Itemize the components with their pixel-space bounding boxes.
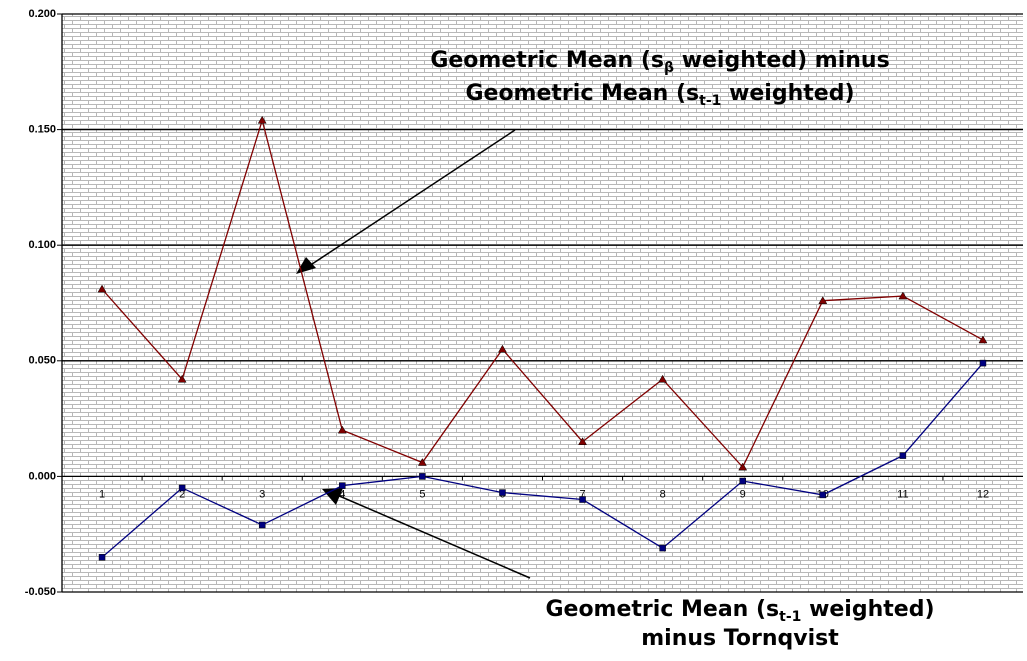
- arrowhead: [322, 488, 343, 505]
- annotation: minus Tornqvist: [641, 626, 839, 651]
- annotation-text: weighted): [721, 81, 854, 106]
- x-tick-label: 5: [419, 488, 425, 500]
- y-tick-label: 0.150: [28, 124, 56, 136]
- marker: [898, 291, 908, 300]
- x-tick-label: 11: [897, 488, 908, 500]
- marker: [499, 489, 506, 496]
- marker: [97, 284, 107, 293]
- marker: [258, 521, 266, 529]
- annotation: Geometric Mean (st-1 weighted): [465, 81, 854, 109]
- x-tick-label: 12: [977, 488, 989, 500]
- marker: [658, 374, 668, 383]
- annotation-text: Geometric Mean (s: [465, 81, 699, 106]
- marker: [979, 359, 987, 367]
- x-tick-label: 4: [339, 488, 345, 500]
- x-tick-label: 7: [579, 488, 585, 500]
- y-tick-label: 0.050: [28, 355, 56, 367]
- marker: [739, 477, 746, 485]
- annotation: Geometric Mean (st-1 weighted): [545, 597, 934, 625]
- marker: [818, 296, 828, 304]
- y-tick-label: -0.050: [25, 586, 56, 598]
- series-line: [101, 117, 984, 469]
- marker: [899, 452, 907, 459]
- marker: [819, 491, 827, 499]
- marker: [498, 344, 507, 353]
- marker: [579, 496, 586, 503]
- marker: [178, 484, 186, 492]
- annotation-subscript: t-1: [779, 609, 801, 625]
- x-tick-label: 1: [99, 488, 105, 500]
- marker: [257, 115, 267, 124]
- annotation-text: minus Tornqvist: [641, 626, 839, 651]
- marker: [738, 462, 748, 471]
- marker: [337, 425, 347, 434]
- marker: [417, 458, 427, 466]
- marker: [659, 544, 666, 552]
- x-tick-label: 8: [660, 488, 666, 500]
- x-tick-label: 2: [179, 488, 185, 500]
- annotation-subscript: β: [664, 60, 674, 76]
- marker: [177, 374, 187, 383]
- annotation-text: Geometric Mean (s: [545, 597, 779, 622]
- annotation-subscript: t-1: [699, 93, 721, 109]
- marker: [339, 482, 346, 489]
- marker: [578, 437, 587, 445]
- x-tick-label: 9: [740, 488, 746, 500]
- annotation-text: Geometric Mean (s: [430, 48, 664, 73]
- marker: [98, 554, 106, 561]
- annotation: Geometric Mean (sβ weighted) minus: [430, 48, 889, 76]
- marker: [978, 335, 988, 344]
- annotation-text: weighted): [801, 597, 934, 622]
- marker: [419, 473, 426, 480]
- x-tick-label: 3: [259, 488, 265, 500]
- y-tick-label: 0.100: [28, 239, 56, 251]
- arrow: [329, 491, 531, 579]
- y-tick-label: 0.200: [28, 8, 56, 20]
- series-line: [101, 362, 984, 558]
- arrow: [299, 129, 516, 273]
- annotation-text: weighted) minus: [674, 48, 890, 73]
- y-tick-label: 0.000: [28, 470, 56, 482]
